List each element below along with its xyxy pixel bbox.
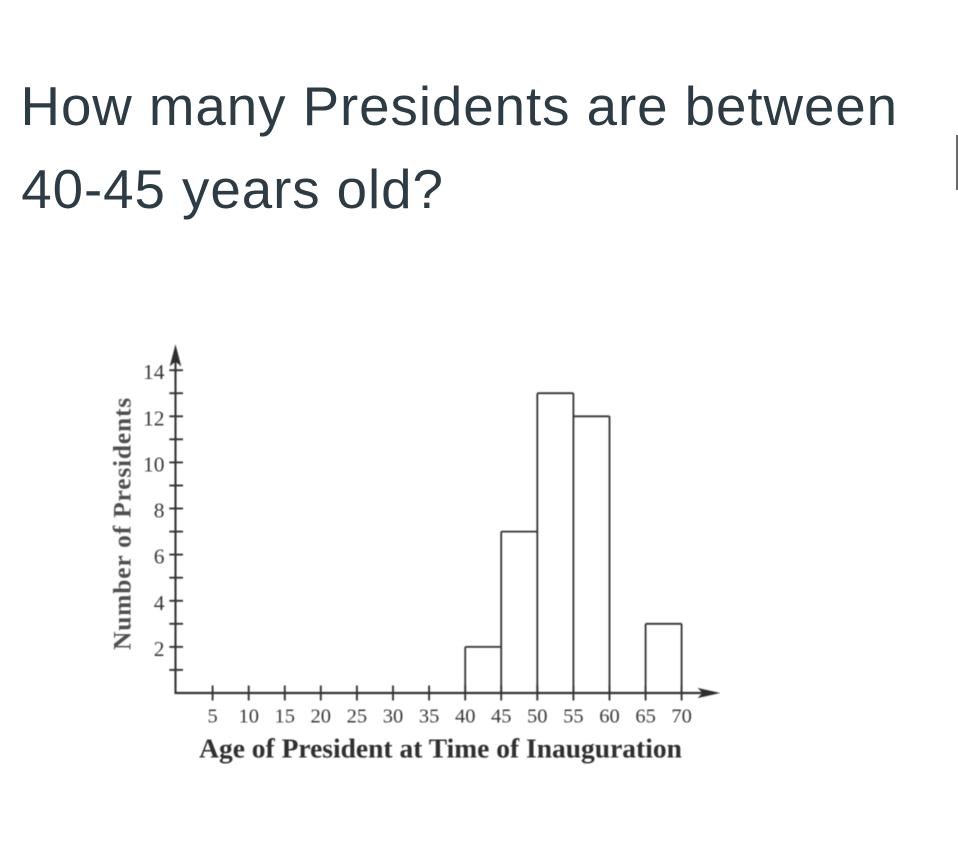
- svg-text:30: 30: [383, 706, 404, 728]
- svg-text:Number of Presidents: Number of Presidents: [108, 397, 137, 650]
- svg-text:35: 35: [419, 706, 440, 728]
- svg-text:45: 45: [491, 706, 512, 728]
- svg-text:12: 12: [143, 406, 165, 430]
- svg-text:8: 8: [154, 499, 165, 523]
- svg-text:2: 2: [154, 637, 165, 661]
- svg-text:10: 10: [238, 706, 259, 728]
- svg-text:14: 14: [143, 360, 165, 384]
- svg-text:20: 20: [311, 706, 332, 728]
- svg-text:65: 65: [635, 706, 656, 728]
- svg-text:40: 40: [455, 706, 476, 728]
- svg-text:Age of President at Time of In: Age of President at Time of Inauguration: [199, 733, 682, 764]
- svg-text:70: 70: [671, 706, 692, 728]
- svg-text:60: 60: [599, 706, 620, 728]
- svg-text:25: 25: [347, 706, 368, 728]
- svg-text:4: 4: [154, 591, 165, 615]
- svg-text:55: 55: [563, 706, 584, 728]
- svg-text:10: 10: [143, 452, 165, 476]
- svg-text:6: 6: [154, 545, 165, 569]
- svg-text:5: 5: [207, 706, 217, 728]
- svg-text:15: 15: [275, 706, 296, 728]
- svg-text:50: 50: [527, 706, 548, 728]
